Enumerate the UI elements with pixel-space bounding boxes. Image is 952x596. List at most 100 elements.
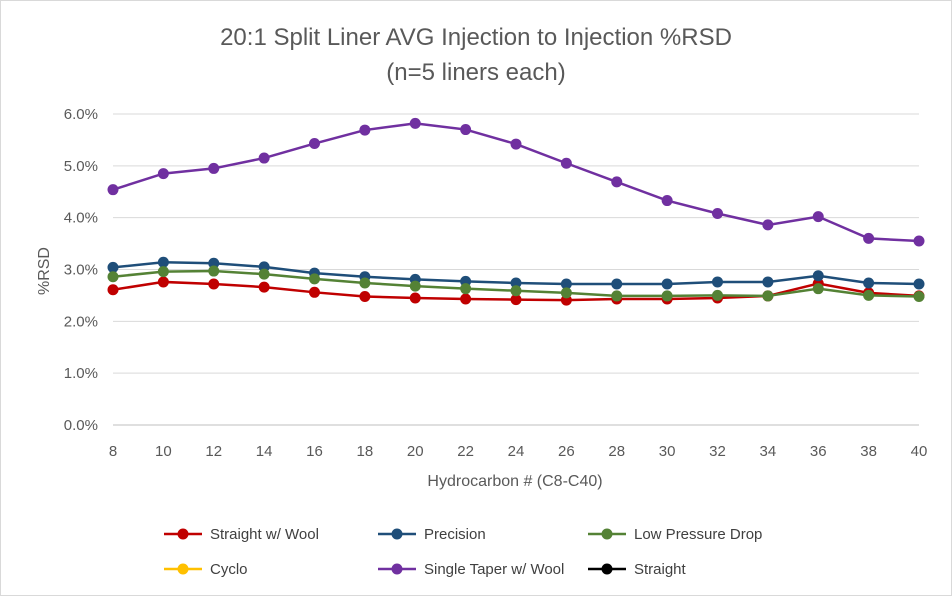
legend-marker — [177, 563, 189, 575]
data-point — [762, 276, 774, 288]
legend-label: Precision — [424, 526, 486, 543]
x-tick-label: 12 — [205, 443, 222, 460]
x-tick-label: 16 — [306, 443, 323, 460]
data-point — [208, 257, 220, 269]
x-tick-label: 18 — [357, 443, 374, 460]
data-point — [208, 265, 220, 277]
legend-label: Cyclo — [210, 561, 248, 578]
y-tick-label: 5.0% — [64, 158, 98, 175]
y-tick-label: 1.0% — [64, 365, 98, 382]
x-tick-label: 40 — [911, 443, 928, 460]
x-tick-label: 10 — [155, 443, 172, 460]
data-point — [812, 211, 824, 223]
data-point — [661, 290, 673, 302]
data-point — [460, 293, 472, 305]
legend-marker — [601, 563, 613, 575]
legend-entry: Straight w/ Wool — [164, 526, 319, 543]
data-point — [913, 278, 925, 290]
data-point — [409, 117, 421, 129]
data-point — [611, 278, 623, 290]
x-tick-label: 28 — [608, 443, 625, 460]
data-point — [913, 235, 925, 247]
data-point — [560, 278, 572, 290]
x-axis-ticks: 8 10 12 14 16 18 20 22 24 26 28 30 32 34 36 38 40 — [109, 443, 928, 460]
x-tick-label: 22 — [457, 443, 474, 460]
legend-marker — [177, 528, 189, 540]
data-point — [359, 277, 371, 289]
data-point — [863, 289, 875, 301]
legend-marker — [391, 528, 403, 540]
data-point — [812, 283, 824, 295]
data-point — [712, 289, 723, 301]
legend-label: Straight — [634, 561, 687, 578]
legend: Straight w/ Wool Precision Low Pressure Dr… — [164, 526, 762, 578]
legend-entry: Low Pressure Drop — [588, 526, 762, 543]
data-point — [712, 208, 723, 220]
series-single-taper-w-wool — [107, 117, 925, 247]
data-point — [208, 162, 220, 174]
data-point — [510, 294, 522, 306]
data-point — [863, 232, 875, 244]
data-point — [409, 280, 421, 292]
data-point — [309, 273, 320, 285]
x-tick-label: 32 — [709, 443, 726, 460]
y-tick-label: 3.0% — [64, 262, 98, 279]
y-tick-label: 0.0% — [64, 417, 98, 434]
x-tick-label: 20 — [407, 443, 424, 460]
x-tick-label: 26 — [558, 443, 575, 460]
x-tick-label: 38 — [860, 443, 877, 460]
y-axis-ticks: 0.0% 1.0% 2.0% 3.0% 4.0% 5.0% 6.0% — [64, 106, 98, 434]
legend-label: Single Taper w/ Wool — [424, 561, 564, 578]
legend-label: Straight w/ Wool — [210, 526, 319, 543]
data-point — [409, 292, 421, 304]
legend-label: Low Pressure Drop — [634, 526, 762, 543]
data-point — [460, 283, 472, 295]
data-point — [510, 138, 522, 150]
chart-subtitle: (n=5 liners each) — [386, 59, 565, 86]
data-point — [510, 277, 522, 289]
data-point — [812, 270, 824, 282]
legend-marker — [601, 528, 613, 540]
data-point — [309, 286, 320, 298]
legend-entry: Cyclo — [164, 561, 248, 578]
data-point — [611, 290, 623, 302]
legend-entry: Straight — [588, 561, 687, 578]
data-point — [762, 219, 774, 231]
y-tick-label: 2.0% — [64, 313, 98, 330]
data-point — [258, 268, 270, 280]
legend-entry: Single Taper w/ Wool — [378, 561, 564, 578]
legend-marker — [391, 563, 403, 575]
series-low-pressure-drop — [107, 265, 925, 302]
data-point — [309, 138, 320, 150]
x-tick-label: 36 — [810, 443, 827, 460]
data-point — [762, 290, 774, 302]
data-point — [208, 278, 220, 290]
x-tick-label: 24 — [508, 443, 525, 460]
data-point — [157, 276, 169, 288]
y-tick-label: 6.0% — [64, 106, 98, 123]
y-tick-label: 4.0% — [64, 210, 98, 227]
data-point — [712, 276, 723, 288]
chart-title: 20:1 Split Liner AVG Injection to Inject… — [220, 24, 732, 51]
data-point — [863, 277, 875, 289]
data-point — [157, 256, 169, 268]
data-point — [460, 124, 472, 136]
data-point — [258, 152, 270, 164]
data-point — [157, 266, 169, 278]
data-point — [258, 281, 270, 293]
series-group — [107, 117, 925, 306]
data-point — [107, 271, 119, 283]
data-point — [107, 284, 119, 296]
data-point — [510, 285, 522, 297]
gridlines — [113, 113, 919, 426]
data-point — [107, 261, 119, 273]
data-point — [560, 157, 572, 169]
x-tick-label: 8 — [109, 443, 117, 460]
x-tick-label: 30 — [659, 443, 676, 460]
data-point — [611, 176, 623, 188]
x-tick-label: 34 — [760, 443, 777, 460]
data-point — [560, 287, 572, 299]
x-tick-label: 14 — [256, 443, 273, 460]
